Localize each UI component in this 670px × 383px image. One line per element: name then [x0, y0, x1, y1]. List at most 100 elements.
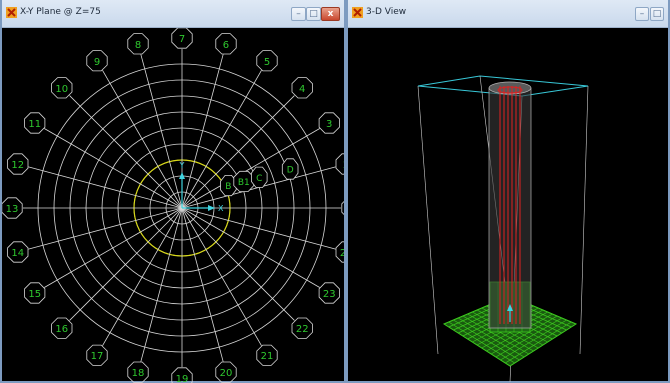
- ring-bubble-label: C: [256, 174, 262, 184]
- bubble-leader: [253, 70, 262, 84]
- bubble-leader: [306, 128, 320, 137]
- column-rebar-top: [497, 86, 523, 94]
- grid-bubble-label: 4: [299, 84, 305, 95]
- radial-grid-line: [79, 105, 183, 209]
- grid-bubble-label: 10: [55, 84, 68, 95]
- bubble-leader: [69, 95, 81, 107]
- grid-bubble-label: 6: [223, 40, 229, 51]
- grid-bubble-label: 3: [326, 119, 332, 130]
- grid-bubble-label: 9: [94, 57, 100, 68]
- bubble-leader: [218, 54, 224, 70]
- radial-grid-line: [181, 68, 220, 209]
- radial-grid-line: [42, 207, 183, 246]
- bubble-leader: [44, 279, 58, 288]
- grid-bubble: [341, 201, 344, 215]
- grid-bubble-label: 17: [91, 351, 104, 362]
- grid-bubble: [24, 112, 46, 134]
- grid-bubble-label: 23: [323, 289, 336, 300]
- radial-grid-line: [144, 207, 183, 348]
- grid-bubble: [256, 50, 278, 72]
- plan-grid-canvas[interactable]: 2345678910111213141516171819202122232425…: [2, 28, 344, 383]
- 3d-model-canvas[interactable]: [348, 28, 668, 383]
- radial-grid-line: [181, 207, 322, 246]
- grid-bubble-label: 19: [176, 374, 189, 383]
- grid-bubble-label: 2: [343, 160, 344, 171]
- maximize-button[interactable]: □: [306, 7, 321, 21]
- bubble-leader: [28, 166, 44, 172]
- grid-bubble-label: 5: [264, 57, 270, 68]
- column-shell: [488, 87, 532, 329]
- plan-view-titlebar[interactable]: X-Y Plane @ Z=75 – □ x: [2, 0, 344, 28]
- radial-grid-line: [57, 207, 183, 281]
- ring-bubble-label: B1: [238, 178, 250, 188]
- grid-bubble: [335, 241, 344, 263]
- grid-bubble: [86, 344, 108, 366]
- grid-bubble: [171, 367, 193, 383]
- footing-mesh-line: [495, 317, 563, 358]
- minimize-button[interactable]: –: [291, 7, 306, 21]
- grid-bubble-label: 21: [261, 351, 274, 362]
- radial-grid-line: [144, 68, 183, 209]
- radial-grid-line: [79, 207, 183, 311]
- grid-bubble: [51, 317, 73, 339]
- grid-bubble-label: 14: [11, 248, 24, 259]
- bubble-leader: [306, 279, 320, 288]
- y-axis-label: Y: [179, 161, 185, 170]
- grid-bubble-label: 22: [296, 324, 309, 335]
- grid-bubble-label: 15: [28, 289, 41, 300]
- bounding-box-edge: [579, 85, 589, 355]
- 3d-view-window[interactable]: 3-D View – □: [346, 0, 670, 383]
- grid-bubble: [291, 317, 313, 339]
- grid-bubble-label: 16: [55, 324, 68, 335]
- grid-bubble-label: 7: [179, 34, 185, 45]
- grid-bubble: [127, 361, 149, 383]
- bubble-leader: [69, 309, 81, 321]
- ring-bubble-label: B: [225, 182, 231, 192]
- bubble-leader: [320, 244, 336, 250]
- footing-mesh-line: [500, 319, 567, 361]
- grid-bubble: [127, 33, 149, 55]
- grid-bubble: [51, 77, 73, 99]
- footing-mesh-line: [505, 321, 572, 364]
- minimize-button[interactable]: –: [635, 7, 649, 21]
- y-axis-arrow: [179, 172, 185, 179]
- bubble-leader: [218, 346, 224, 362]
- radial-grid-line: [109, 207, 183, 333]
- footing-mesh-line: [509, 323, 577, 367]
- plan-view-title: X-Y Plane @ Z=75: [20, 7, 101, 17]
- grid-bubble: [291, 77, 313, 99]
- radial-grid-line: [181, 207, 255, 333]
- radial-grid-line: [57, 135, 183, 209]
- radial-grid-line: [181, 83, 255, 209]
- bubble-leader: [283, 95, 295, 107]
- grid-bubble: [7, 153, 29, 175]
- grid-bubble: [2, 197, 23, 219]
- radial-grid-line: [181, 170, 322, 209]
- base-axis-arrow: [507, 304, 513, 311]
- 3d-view-title: 3-D View: [366, 7, 407, 17]
- grid-bubble: [256, 344, 278, 366]
- grid-bubble-label: 24: [340, 248, 344, 259]
- grid-bubble: [215, 33, 237, 55]
- grid-bubble: [171, 28, 193, 49]
- radial-grid-line: [181, 105, 285, 209]
- radial-grid-line: [42, 170, 183, 209]
- ring-bubble: [250, 166, 268, 188]
- bounding-box-edge: [417, 85, 439, 355]
- bubble-leader: [253, 332, 262, 346]
- maximize-button[interactable]: □: [650, 7, 664, 21]
- grid-bubble-label: 12: [11, 160, 24, 171]
- grid-bubble-label: 8: [135, 40, 141, 51]
- app-icon: [6, 7, 17, 18]
- 3d-view-titlebar[interactable]: 3-D View – □: [348, 0, 668, 28]
- footing-mesh-line: [486, 313, 553, 352]
- radial-grid-line: [181, 207, 285, 311]
- bubble-leader: [102, 332, 111, 346]
- grid-bubble: [7, 241, 29, 263]
- close-button[interactable]: x: [321, 7, 340, 21]
- grid-bubble: [335, 153, 344, 175]
- bubble-leader: [140, 54, 146, 70]
- bubble-leader: [320, 166, 336, 172]
- plan-view-window[interactable]: X-Y Plane @ Z=75 – □ x 23456789101112131…: [0, 0, 346, 383]
- bubble-leader: [283, 309, 295, 321]
